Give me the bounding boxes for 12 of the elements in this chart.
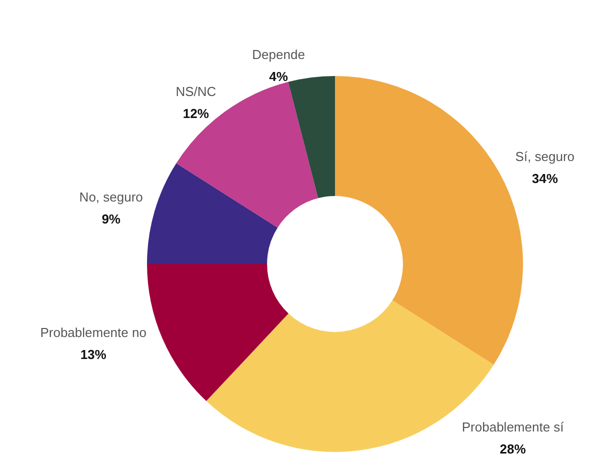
data-label: 9% — [102, 212, 121, 227]
slice-label: Depende — [252, 47, 305, 62]
slice-label: NS/NC — [176, 84, 216, 100]
slice-label: Probablemente no — [40, 324, 146, 340]
slice-label: Sí, seguro — [515, 149, 575, 164]
data-label: 12% — [182, 106, 210, 122]
slice-label: Probablemente sí — [462, 420, 564, 434]
data-label: 13% — [80, 346, 107, 362]
slice-label: No, seguro — [79, 190, 143, 205]
data-label: 34% — [532, 171, 558, 186]
data-label: 4% — [269, 69, 288, 84]
data-label: 28% — [500, 442, 526, 456]
